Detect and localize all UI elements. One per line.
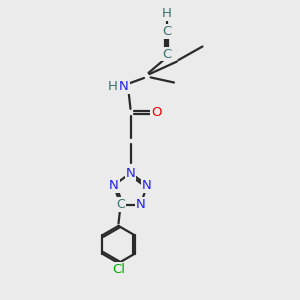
Text: N: N xyxy=(119,80,129,94)
Text: C: C xyxy=(162,25,171,38)
Text: N: N xyxy=(136,198,146,211)
Text: Cl: Cl xyxy=(112,263,125,276)
Text: C: C xyxy=(116,198,124,211)
Text: H: H xyxy=(162,7,171,20)
Text: N: N xyxy=(126,167,135,180)
Text: N: N xyxy=(109,178,119,192)
Text: O: O xyxy=(151,106,161,119)
Text: N: N xyxy=(142,178,152,192)
Text: C: C xyxy=(162,47,171,61)
Text: H: H xyxy=(108,80,117,94)
